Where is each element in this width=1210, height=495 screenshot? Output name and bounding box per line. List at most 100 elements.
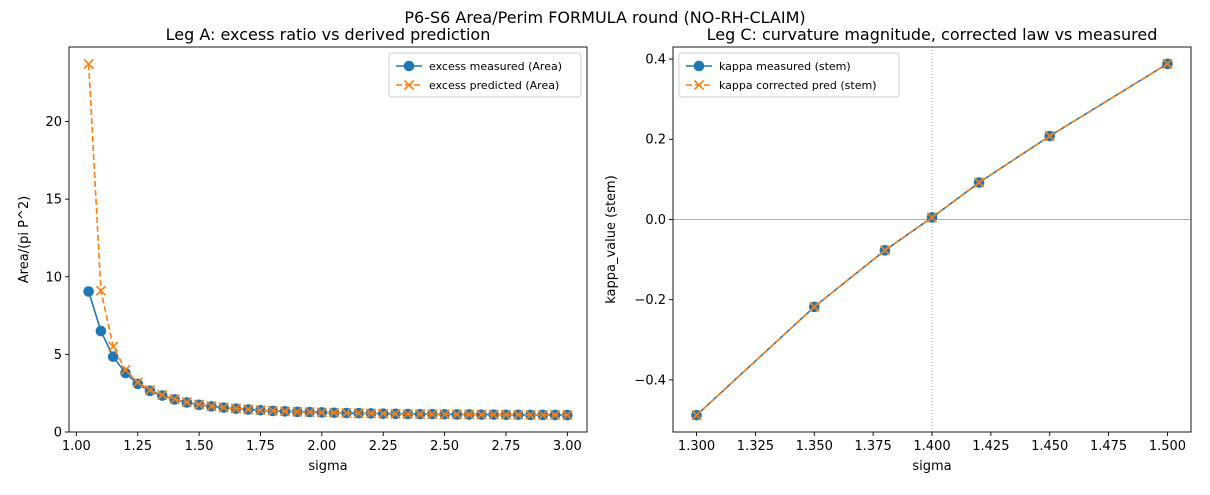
figure-suptitle: P6-S6 Area/Perim FORMULA round (NO-RH-CL… — [404, 8, 805, 27]
x-tick-label: 2.00 — [307, 439, 336, 454]
data-point — [488, 409, 499, 420]
data-point — [341, 407, 352, 419]
data-point — [451, 409, 463, 420]
x-tick-label: 3.00 — [553, 439, 582, 454]
data-point — [120, 364, 131, 376]
data-point — [926, 212, 938, 223]
x-tick-label: 1.425 — [972, 439, 1009, 454]
axes-frame — [68, 46, 588, 433]
legend-marker — [693, 79, 705, 91]
data-point — [353, 408, 364, 419]
data-point — [691, 409, 702, 421]
data-point — [144, 384, 156, 396]
data-point — [549, 409, 561, 421]
legend-marker — [403, 79, 415, 91]
data-point — [132, 377, 143, 388]
legend: kappa measured (stem) kappa corrected pre… — [678, 52, 900, 98]
data-point — [218, 402, 229, 413]
data-point — [83, 286, 94, 297]
data-point — [513, 409, 524, 420]
data-point — [365, 408, 377, 419]
x-tick-label: 1.75 — [246, 439, 275, 454]
chart-panel-2: 1.300 1.325 1.350 1.375 1.400 1.425 1.450 1.475… — [604, 25, 1192, 474]
data-point — [243, 404, 254, 415]
data-point — [292, 406, 303, 417]
series-2 — [83, 58, 573, 421]
data-point — [328, 407, 340, 418]
y-tick-label: 20 — [45, 115, 62, 130]
y-tick-label: 5 — [54, 348, 62, 363]
x-tick-label: 1.25 — [123, 439, 152, 454]
data-point — [463, 409, 475, 420]
data-point — [414, 408, 426, 420]
data-point — [95, 325, 107, 337]
legend-entry: kappa measured (stem) — [719, 60, 851, 73]
legend-marker — [693, 60, 705, 72]
data-point — [95, 285, 107, 296]
legend: excess measured (Area) excess predicted (… — [388, 52, 582, 98]
chart-panel-1: 1.00 1.25 1.50 1.75 2.00 2.25 2.50 2.75 3.00 0 5 10… — [17, 25, 588, 474]
data-point — [107, 351, 119, 363]
x-tick-label: 1.400 — [913, 439, 950, 454]
legend-entry: excess measured (Area) — [429, 60, 562, 73]
data-point — [255, 404, 266, 416]
data-point — [108, 341, 119, 352]
data-point — [157, 389, 168, 401]
data-point — [879, 245, 891, 256]
legend-entry: kappa corrected pred (stem) — [719, 79, 877, 92]
y-tick-label: 0.2 — [645, 133, 666, 148]
data-point — [537, 409, 548, 421]
data-point — [525, 409, 536, 421]
chart-title: Leg C: curvature magnitude, corrected la… — [707, 25, 1158, 44]
data-point — [181, 397, 193, 408]
y-tick-label: 0.4 — [645, 53, 666, 68]
data-point — [500, 409, 512, 420]
x-tick-label: 2.75 — [492, 439, 521, 454]
data-point — [1044, 130, 1055, 142]
x-tick-label: 1.500 — [1149, 439, 1186, 454]
x-axis-label: sigma — [308, 459, 347, 474]
data-point — [206, 401, 217, 412]
data-point — [378, 408, 389, 419]
data-point — [809, 301, 820, 313]
data-point — [193, 399, 205, 410]
x-tick-label: 2.50 — [430, 439, 459, 454]
data-point — [390, 408, 401, 420]
data-point — [316, 407, 328, 418]
data-point — [476, 409, 487, 420]
y-axis-label: kappa_value (stem) — [604, 175, 619, 304]
data-point — [427, 408, 438, 420]
data-point — [973, 177, 985, 188]
data-point — [267, 405, 278, 416]
legend-box — [678, 52, 900, 98]
chart-title: Leg A: excess ratio vs derived predictio… — [166, 25, 491, 44]
legend-marker — [403, 60, 415, 72]
y-axis-label: Area/(pi P^2) — [17, 196, 32, 283]
legend-entry: excess predicted (Area) — [429, 79, 559, 92]
x-tick-label: 1.00 — [62, 439, 91, 454]
x-tick-label: 1.300 — [678, 439, 715, 454]
data-point — [230, 403, 242, 414]
data-point — [439, 409, 450, 420]
y-tick-label: 0 — [54, 426, 62, 441]
y-tick-label: 10 — [45, 270, 62, 285]
y-tick-label: 15 — [45, 193, 62, 208]
x-tick-label: 1.475 — [1090, 439, 1127, 454]
y-tick-label: −0.4 — [634, 373, 666, 388]
y-tick-label: 0.0 — [645, 213, 666, 228]
legend-box — [388, 52, 582, 98]
data-point — [402, 408, 413, 420]
x-tick-label: 1.325 — [737, 439, 774, 454]
data-point — [132, 378, 144, 390]
x-tick-label: 1.50 — [185, 439, 214, 454]
data-point — [279, 406, 291, 417]
y-tick-label: −0.2 — [634, 293, 666, 308]
x-axis-label: sigma — [912, 459, 951, 474]
data-point — [304, 406, 315, 418]
series-line-2 — [87, 64, 568, 416]
data-point — [169, 393, 180, 405]
data-point — [562, 409, 573, 421]
data-point — [83, 58, 94, 70]
x-tick-label: 1.350 — [796, 439, 833, 454]
